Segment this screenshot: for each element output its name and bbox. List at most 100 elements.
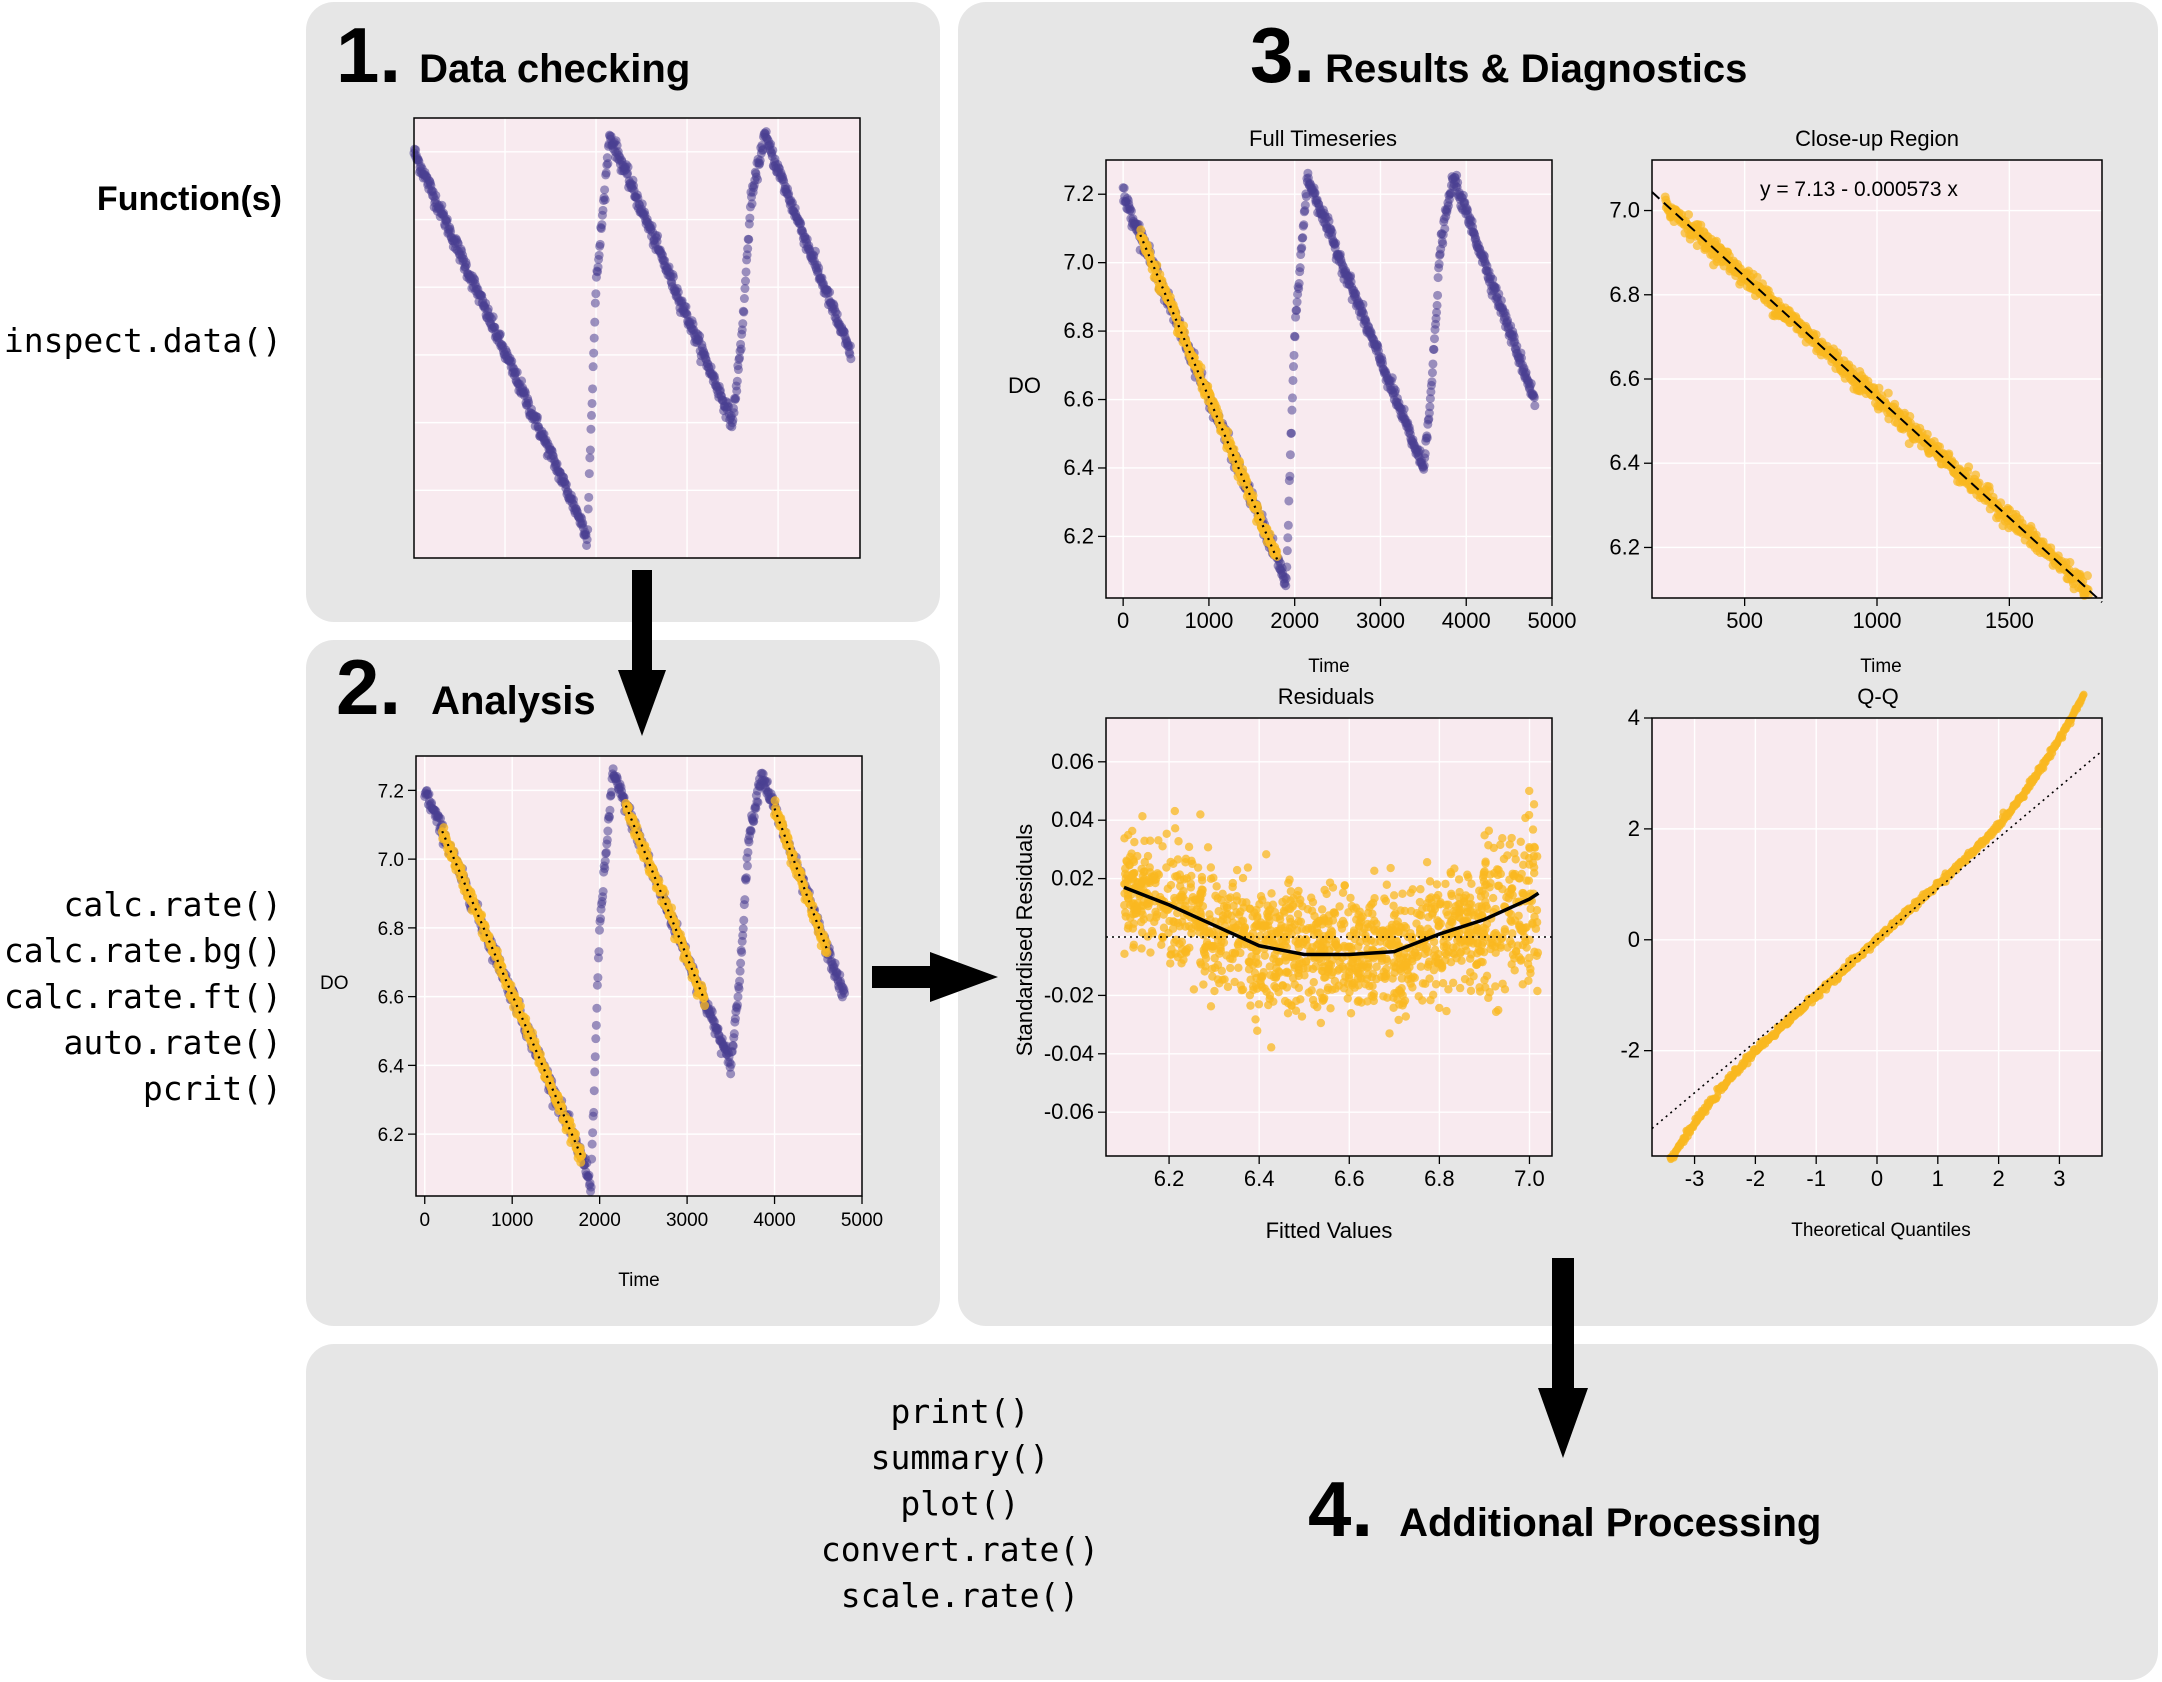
data-point [1253,1026,1262,1035]
data-point [1260,951,1270,960]
y-tick-label: 6.8 [1063,318,1094,343]
data-point [1494,1005,1503,1015]
data-point [742,861,752,871]
data-point [1196,888,1206,898]
data-point [1206,1002,1216,1011]
data-point [746,826,756,836]
data-point [1482,880,1491,889]
data-point [846,354,856,364]
data-point [596,914,606,924]
data-point [1325,878,1335,887]
data-point [1159,923,1169,932]
data-point [738,924,748,934]
step1-label: Data checking [419,47,691,91]
data-point [1529,800,1539,809]
data-point [845,341,855,351]
selected-data-point [821,938,831,948]
data-point [1517,869,1526,879]
selected-data-point [1136,225,1146,235]
selected-data-point [770,796,780,806]
data-point [1285,875,1294,884]
data-point [731,394,741,404]
data-point [1119,183,1129,193]
data-point [591,1020,601,1030]
y-tick-label: 7.2 [1063,181,1094,206]
data-point [1425,394,1435,404]
data-point [732,376,742,386]
data-point [1974,478,1984,488]
selected-data-point [1265,529,1275,539]
data-point [1126,206,1136,216]
function-item: print() [890,1392,1030,1431]
data-point [1288,375,1298,385]
data-point [749,812,759,822]
y-tick-label: 6.6 [378,988,404,1009]
data-point [1905,411,1915,421]
step1-number: 1. [336,11,402,99]
data-point [1291,312,1301,322]
data-point [623,162,633,172]
data-point [1465,893,1475,902]
data-point [1331,238,1341,248]
data-point [1428,359,1438,369]
data-point [740,284,750,294]
arrow-step3-to-step4 [1538,1258,1588,1458]
data-point [1136,917,1146,927]
residuals-plot: 6.2 6.4 6.6 6.8 7.00.060.040.02-0.02-0.04-0.… [1012,684,1553,1243]
data-point [729,408,739,418]
data-point [2082,571,2092,581]
data-point [1297,243,1307,253]
data-point [1458,190,1468,200]
step1-title: 1. Data checking [336,10,690,101]
data-point [1199,980,1208,989]
step4-panel [306,1344,2158,1680]
data-point [706,362,716,372]
selected-data-point [577,1150,587,1160]
data-point [730,1014,740,1024]
data-point [726,1069,736,1079]
data-point [588,1128,598,1138]
data-point [1212,882,1221,891]
data-point [1385,1029,1394,1038]
data-point [1368,981,1377,991]
x-tick-label: 4000 [753,1210,795,1231]
data-point [1453,177,1463,187]
arrow-step1-to-step2 [618,570,666,736]
selected-data-point [1179,321,1189,331]
data-point [707,1007,717,1017]
data-point [825,287,835,297]
data-point [1154,836,1163,845]
data-point [1523,959,1533,969]
data-point [1526,379,1536,389]
step4-number: 4. [1308,1465,1374,1553]
data-point [1345,987,1354,997]
y-tick-label: 7.0 [378,850,404,871]
selected-data-point [667,903,677,913]
data-point [647,221,657,231]
data-point [1415,910,1424,920]
data-point [1289,350,1299,360]
inspect-data-plot [409,117,861,559]
data-point [1444,985,1453,994]
data-point [604,812,614,822]
data-point [1269,954,1278,963]
data-point [1232,892,1241,901]
data-point [587,1154,597,1164]
data-point [1433,290,1443,300]
data-point [1429,965,1439,975]
data-point [1516,837,1525,846]
data-point [603,159,613,169]
data-point [1224,894,1233,903]
data-point [1505,840,1514,849]
function-item: auto.rate() [63,1023,282,1062]
data-point [1370,866,1379,875]
data-point [1428,990,1438,1000]
data-point [1221,909,1230,918]
data-point [1223,982,1233,992]
data-point [739,307,749,317]
data-points [1651,191,2103,603]
data-point [1203,843,1213,852]
data-point [810,246,820,256]
